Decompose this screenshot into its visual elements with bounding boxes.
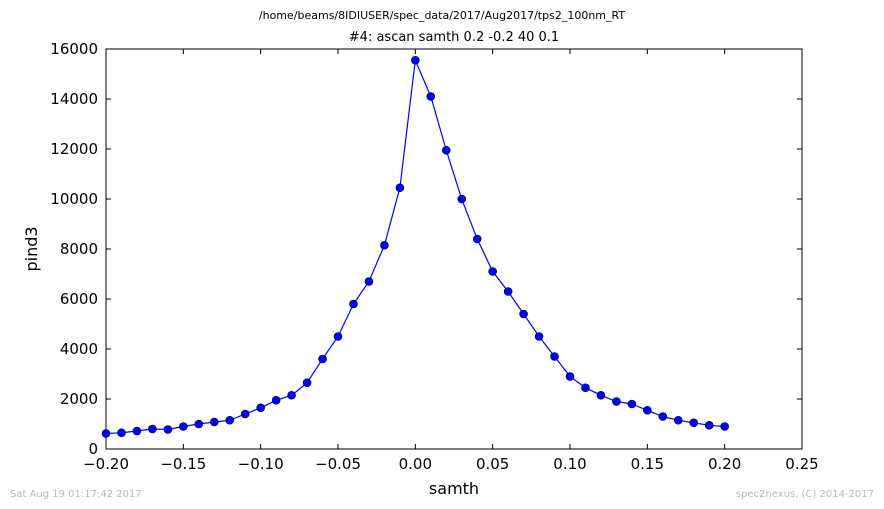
- data-point: [179, 422, 188, 431]
- y-tick-label: 10000: [50, 190, 98, 208]
- data-point: [503, 287, 513, 296]
- figure-suptitle: /home/beams/8IDIUSER/spec_data/2017/Aug2…: [258, 9, 626, 22]
- data-point: [581, 383, 590, 393]
- data-point: [411, 55, 420, 65]
- data-point: [148, 424, 157, 434]
- data-point: [271, 395, 281, 405]
- y-tick-label: 0: [88, 440, 98, 458]
- data-point: [689, 418, 699, 428]
- x-tick-label: 0.15: [631, 455, 664, 473]
- data-point: [704, 420, 714, 430]
- data-point: [380, 240, 389, 250]
- x-tick-label: −0.05: [315, 455, 361, 473]
- series-pind3: [101, 55, 729, 438]
- data-point: [441, 145, 451, 155]
- data-point: [240, 409, 250, 419]
- data-point: [550, 352, 559, 361]
- data-point: [627, 399, 637, 409]
- data-point: [519, 309, 528, 319]
- x-tick-label: −0.10: [238, 455, 284, 473]
- data-point: [596, 390, 606, 400]
- data-point: [287, 390, 296, 400]
- series-line: [105, 58, 725, 435]
- y-axis-label: pind3: [22, 226, 41, 271]
- footer-credit: spec2nexus, (C) 2014-2017: [735, 489, 874, 500]
- chart-title: #4: ascan samth 0.2 -0.2 40 0.1: [348, 30, 560, 45]
- data-point: [101, 429, 111, 438]
- data-point: [643, 405, 652, 415]
- data-point: [673, 415, 683, 425]
- data-point: [209, 417, 219, 427]
- data-point: [117, 428, 126, 438]
- x-tick-label: 0.00: [399, 455, 432, 473]
- data-point: [302, 378, 312, 388]
- footer-timestamp: Sat Aug 19 01:17:42 2017: [10, 489, 142, 500]
- data-point: [472, 234, 482, 244]
- plot-area: [105, 48, 803, 450]
- x-tick-label: −0.15: [160, 455, 206, 473]
- x-tick-label: 0.10: [553, 455, 586, 473]
- y-tick-label: 14000: [50, 90, 98, 108]
- data-point: [225, 415, 235, 425]
- y-tick-label: 6000: [60, 290, 98, 308]
- y-tick-label: 8000: [60, 240, 98, 258]
- data-point: [457, 194, 467, 204]
- y-tick-label: 4000: [60, 340, 98, 358]
- data-point: [132, 426, 142, 436]
- data-point: [256, 403, 265, 413]
- y-axis: 0 2000 4000 6000 8000 10000 12000 14000 16000: [50, 40, 802, 458]
- data-point: [333, 332, 343, 341]
- data-point: [612, 397, 621, 406]
- data-point: [534, 332, 544, 341]
- data-point: [658, 412, 668, 421]
- x-axis: −0.20 −0.15 −0.10 −0.05 0.00 0.05 0.10 0.15 0.20…: [83, 49, 819, 473]
- y-tick-label: 16000: [50, 40, 98, 58]
- data-point: [163, 425, 173, 434]
- x-tick-label: 0.05: [476, 455, 509, 473]
- x-axis-label: samth: [429, 479, 479, 498]
- y-tick-label: 12000: [50, 140, 98, 158]
- data-point: [194, 419, 204, 429]
- data-point: [349, 299, 358, 309]
- data-point: [426, 92, 436, 101]
- data-point: [364, 277, 374, 286]
- data-point: [565, 372, 575, 381]
- data-point: [720, 422, 729, 431]
- data-point: [488, 267, 497, 276]
- plot-frame: [105, 48, 803, 450]
- x-tick-label: −0.20: [83, 455, 129, 473]
- data-point: [318, 354, 327, 364]
- x-tick-label: 0.20: [708, 455, 741, 473]
- data-point: [395, 183, 405, 193]
- y-tick-label: 2000: [60, 390, 98, 408]
- x-tick-label: 0.25: [785, 455, 818, 473]
